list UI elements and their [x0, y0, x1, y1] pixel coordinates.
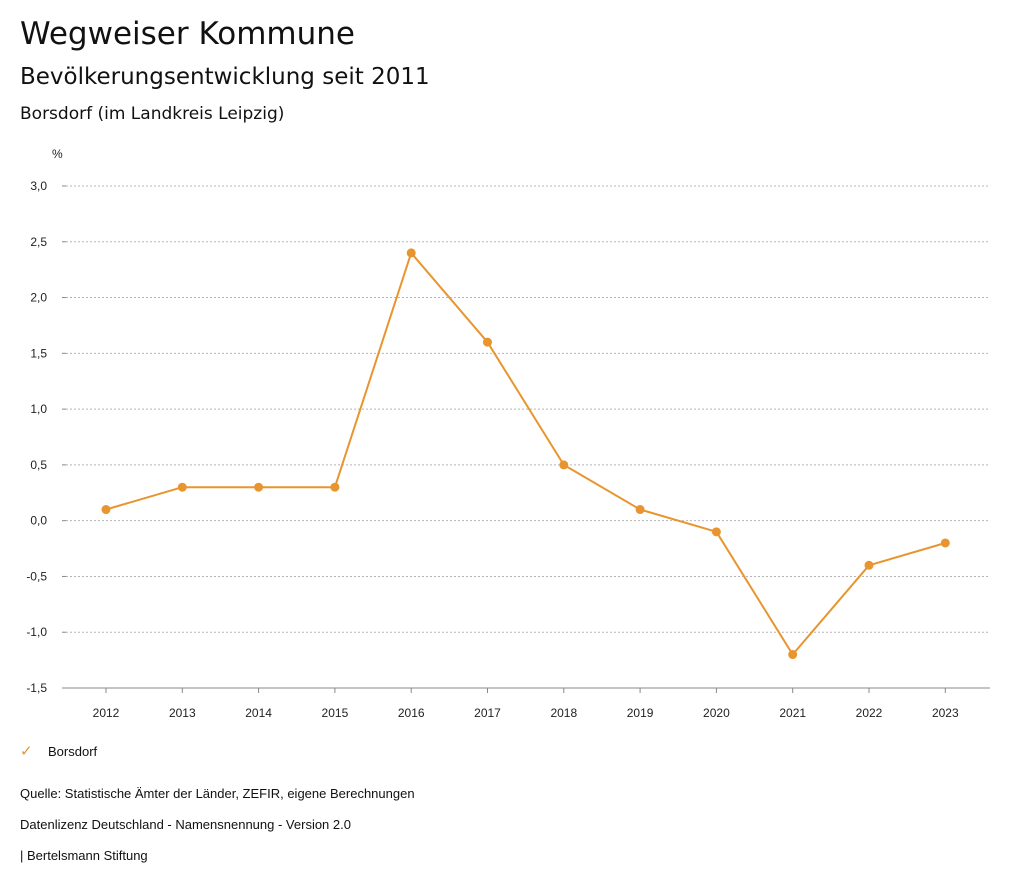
series-line-borsdorf: [105, 251, 946, 656]
x-tick-label: 2012: [93, 706, 120, 720]
y-tick-label: 1,0: [30, 402, 47, 416]
data-point[interactable]: [177, 482, 187, 492]
data-point[interactable]: [254, 482, 264, 492]
x-tick-label: 2021: [779, 706, 806, 720]
data-point[interactable]: [635, 505, 645, 515]
legend-label-borsdorf: Borsdorf: [48, 744, 98, 759]
line-chart: % -1,5 -1,0 -0,5 0,0 0,5 1,0 1,5 2,0 2,5 3,0 2012…: [26, 147, 990, 720]
source-note: Quelle: Statistische Ämter der Länder, Z…: [20, 786, 415, 801]
series-layer: [101, 248, 950, 660]
x-tick-label: 2013: [169, 706, 196, 720]
checkmark-icon[interactable]: ✓: [20, 743, 33, 760]
y-tick-label: 1,5: [30, 346, 47, 360]
x-tick-label: 2020: [703, 706, 730, 720]
y-tick-label: -1,5: [26, 681, 47, 695]
x-axis-ticks: 2012 2013 2014 2015 2016 2017 2018 2019 2020 2021…: [93, 688, 959, 720]
x-tick-label: 2015: [322, 706, 349, 720]
data-point[interactable]: [406, 248, 416, 258]
y-axis-ticks: -1,5 -1,0 -0,5 0,0 0,5 1,0 1,5 2,0 2,5 3,0: [26, 179, 47, 695]
data-point[interactable]: [483, 337, 492, 347]
data-point[interactable]: [711, 527, 721, 537]
y-axis-unit: %: [52, 147, 63, 161]
x-tick-label: 2017: [474, 706, 501, 720]
grid-lines: [62, 185, 990, 689]
data-point[interactable]: [559, 460, 569, 470]
data-point[interactable]: [101, 505, 111, 515]
y-tick-label: 0,0: [30, 514, 47, 528]
data-point[interactable]: [330, 482, 340, 492]
y-tick-label: 0,5: [30, 458, 47, 472]
y-tick-label: 2,0: [30, 291, 47, 305]
x-tick-label: 2016: [398, 706, 425, 720]
y-tick-label: 2,5: [30, 235, 47, 249]
y-tick-label: 3,0: [30, 179, 47, 193]
x-tick-label: 2019: [627, 706, 654, 720]
data-point[interactable]: [788, 650, 798, 660]
x-tick-label: 2023: [932, 706, 959, 720]
x-tick-label: 2018: [550, 706, 577, 720]
data-point[interactable]: [940, 538, 950, 548]
chart-subtitle: Bevölkerungsentwicklung seit 2011: [20, 64, 430, 90]
y-tick-label: -1,0: [26, 625, 47, 639]
x-tick-label: 2014: [245, 706, 272, 720]
credit-note: | Bertelsmann Stiftung: [20, 848, 148, 863]
data-point[interactable]: [864, 560, 874, 570]
page-title: Wegweiser Kommune: [20, 16, 355, 52]
x-tick-label: 2022: [856, 706, 883, 720]
region-label: Borsdorf (im Landkreis Leipzig): [20, 104, 285, 124]
license-note: Datenlizenz Deutschland - Namensnennung …: [20, 817, 351, 832]
legend[interactable]: ✓ Borsdorf: [20, 744, 97, 759]
y-tick-label: -0,5: [26, 569, 47, 583]
